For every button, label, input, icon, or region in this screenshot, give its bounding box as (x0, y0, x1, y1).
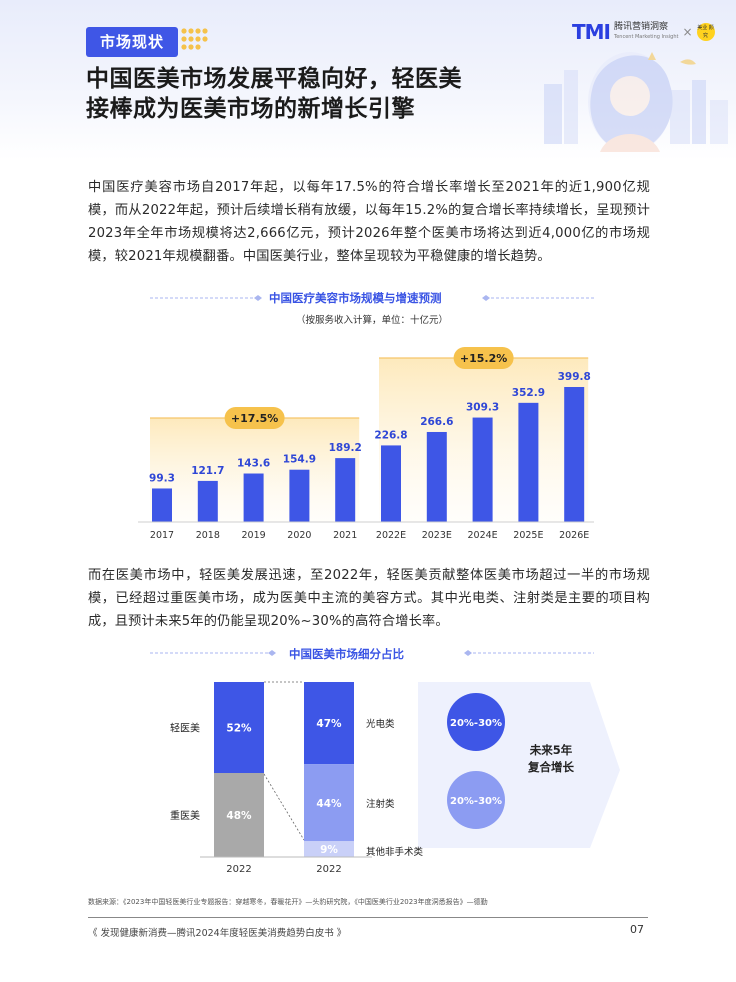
bar-2018 (197, 480, 218, 522)
connector-bottom (263, 773, 305, 841)
value-label-2022E: 226.8 (374, 429, 407, 441)
value-label-2023E: 266.6 (420, 416, 453, 428)
title2-diamond-left (268, 650, 276, 656)
category-label-1: 2022 (316, 864, 341, 875)
segment-value-光电类: 47% (316, 718, 342, 730)
market-size-chart: +17.5% +15.2% 99.3 2017 121.7 2018 143.6 2019 1… (138, 295, 594, 541)
partner-logo: 美业 颜究 (696, 23, 715, 41)
bar-2023E (426, 431, 447, 522)
segment-name-其他非手术类: 其他非手术类 (366, 846, 424, 858)
growth-label-1: +15.2% (460, 352, 507, 365)
data-source: 数据来源：《2023年中国轻医美行业专题报告：穿越寒冬，春暖花开》—头豹研究院，… (88, 898, 488, 906)
footer-divider (88, 917, 648, 918)
segment-share-chart: 52% 轻医美 48% 重医美 2022 47% 光电类 44% 注射类 9% 其他非手术类 2022… (150, 650, 620, 875)
tick-label-2018: 2018 (196, 530, 220, 541)
tmi-logo-mark: TMI (572, 20, 611, 44)
chart1-subtitle: （按服务收入计算，单位：十亿元） (296, 315, 449, 326)
segment-value-其他非手术类: 9% (320, 844, 338, 856)
value-label-2017: 99.3 (149, 472, 175, 484)
value-label-2025E: 352.9 (512, 387, 545, 399)
segment-name-重医美: 重医美 (170, 809, 200, 822)
value-label-2026E: 399.8 (558, 371, 591, 383)
page-title: 中国医美市场发展平稳向好，轻医美 接棒成为医美市场的新增长引擎 (86, 64, 536, 124)
forecast-arrow-panel (418, 682, 620, 848)
value-label-2020: 154.9 (283, 454, 316, 466)
bar-2017 (152, 488, 172, 522)
segment-value-轻医美: 52% (226, 723, 252, 735)
tick-label-2022E: 2022E (376, 530, 406, 541)
segment-name-轻医美: 轻医美 (170, 722, 200, 735)
segment-轻医美 (214, 682, 264, 773)
chart1-title: 中国医疗美容市场规模与增速预测 (269, 291, 442, 305)
chart2-title: 中国医美市场细分占比 (289, 647, 404, 661)
title-line-2: 接棒成为医美市场的新增长引擎 (86, 96, 415, 122)
intro-paragraph: 中国医疗美容市场自2017年起，以每年17.5%的符合增长率增长至2021年的近… (88, 180, 650, 264)
tick-label-2017: 2017 (150, 530, 174, 541)
segment-value-重医美: 48% (226, 810, 252, 822)
tick-label-2024E: 2024E (468, 530, 498, 541)
logo-name: 腾讯营销洞察 (614, 22, 669, 32)
growth-bubble-光电类 (447, 693, 505, 751)
bar-2020 (289, 469, 310, 522)
brand-logo: TMI 腾讯营销洞察 Tencent Marketing Insight × 美… (572, 20, 715, 44)
growth-bubble-注射类 (447, 771, 505, 829)
segment-注射类 (304, 764, 354, 842)
bar-2025E (518, 402, 539, 522)
growth-badge-1 (453, 347, 514, 369)
segment-name-光电类: 光电类 (366, 718, 395, 730)
tick-label-2020: 2020 (287, 530, 311, 541)
value-label-2021: 189.2 (329, 442, 362, 454)
value-label-2018: 121.7 (191, 465, 224, 477)
segment-name-注射类: 注射类 (366, 798, 395, 810)
segment-其他非手术类 (304, 841, 354, 857)
segment-重医美 (214, 773, 264, 857)
header-illustration (544, 52, 728, 152)
segment-paragraph: 而在医美市场中，轻医美发展迅速，至2022年，轻医美贡献整体医美市场超过一半的市… (88, 568, 650, 629)
report-name: 《 发现健康新消费—腾讯2024年度轻医美消费趋势白皮书 》 (88, 928, 347, 939)
title-diamond-right (482, 295, 490, 301)
title2-diamond-right (464, 650, 472, 656)
tick-label-2023E: 2023E (422, 530, 452, 541)
value-label-2024E: 309.3 (466, 402, 499, 414)
section-tag: 市场现状 (86, 27, 178, 57)
bar-2022E (381, 445, 401, 522)
growth-badge-0 (224, 407, 285, 429)
bar-2024E (472, 417, 493, 522)
segment-value-注射类: 44% (316, 798, 342, 810)
logo-subtitle: Tencent Marketing Insight (614, 34, 679, 40)
title-diamond-left (254, 295, 262, 301)
dots-decoration (181, 28, 208, 50)
bar-2026E (564, 387, 585, 522)
segment-光电类 (304, 682, 354, 765)
forecast-label-line1: 未来5年 (529, 743, 573, 757)
growth-bubble-label-注射类: 20%-30% (450, 796, 502, 807)
tick-label-2025E: 2025E (513, 530, 543, 541)
logo-separator: × (682, 25, 693, 39)
category-label-0: 2022 (226, 864, 251, 875)
value-label-2019: 143.6 (237, 458, 270, 470)
bar-2021 (335, 458, 356, 522)
tick-label-2019: 2019 (242, 530, 266, 541)
tick-label-2021: 2021 (333, 530, 357, 541)
title-line-1: 中国医美市场发展平稳向好，轻医美 (86, 66, 462, 92)
tick-label-2026E: 2026E (559, 530, 589, 541)
growth-bubble-label-光电类: 20%-30% (450, 718, 502, 729)
bar-2019 (243, 473, 264, 522)
forecast-label-line2: 复合增长 (527, 760, 574, 774)
growth-label-0: +17.5% (231, 412, 278, 425)
page-number: 07 (630, 923, 644, 936)
